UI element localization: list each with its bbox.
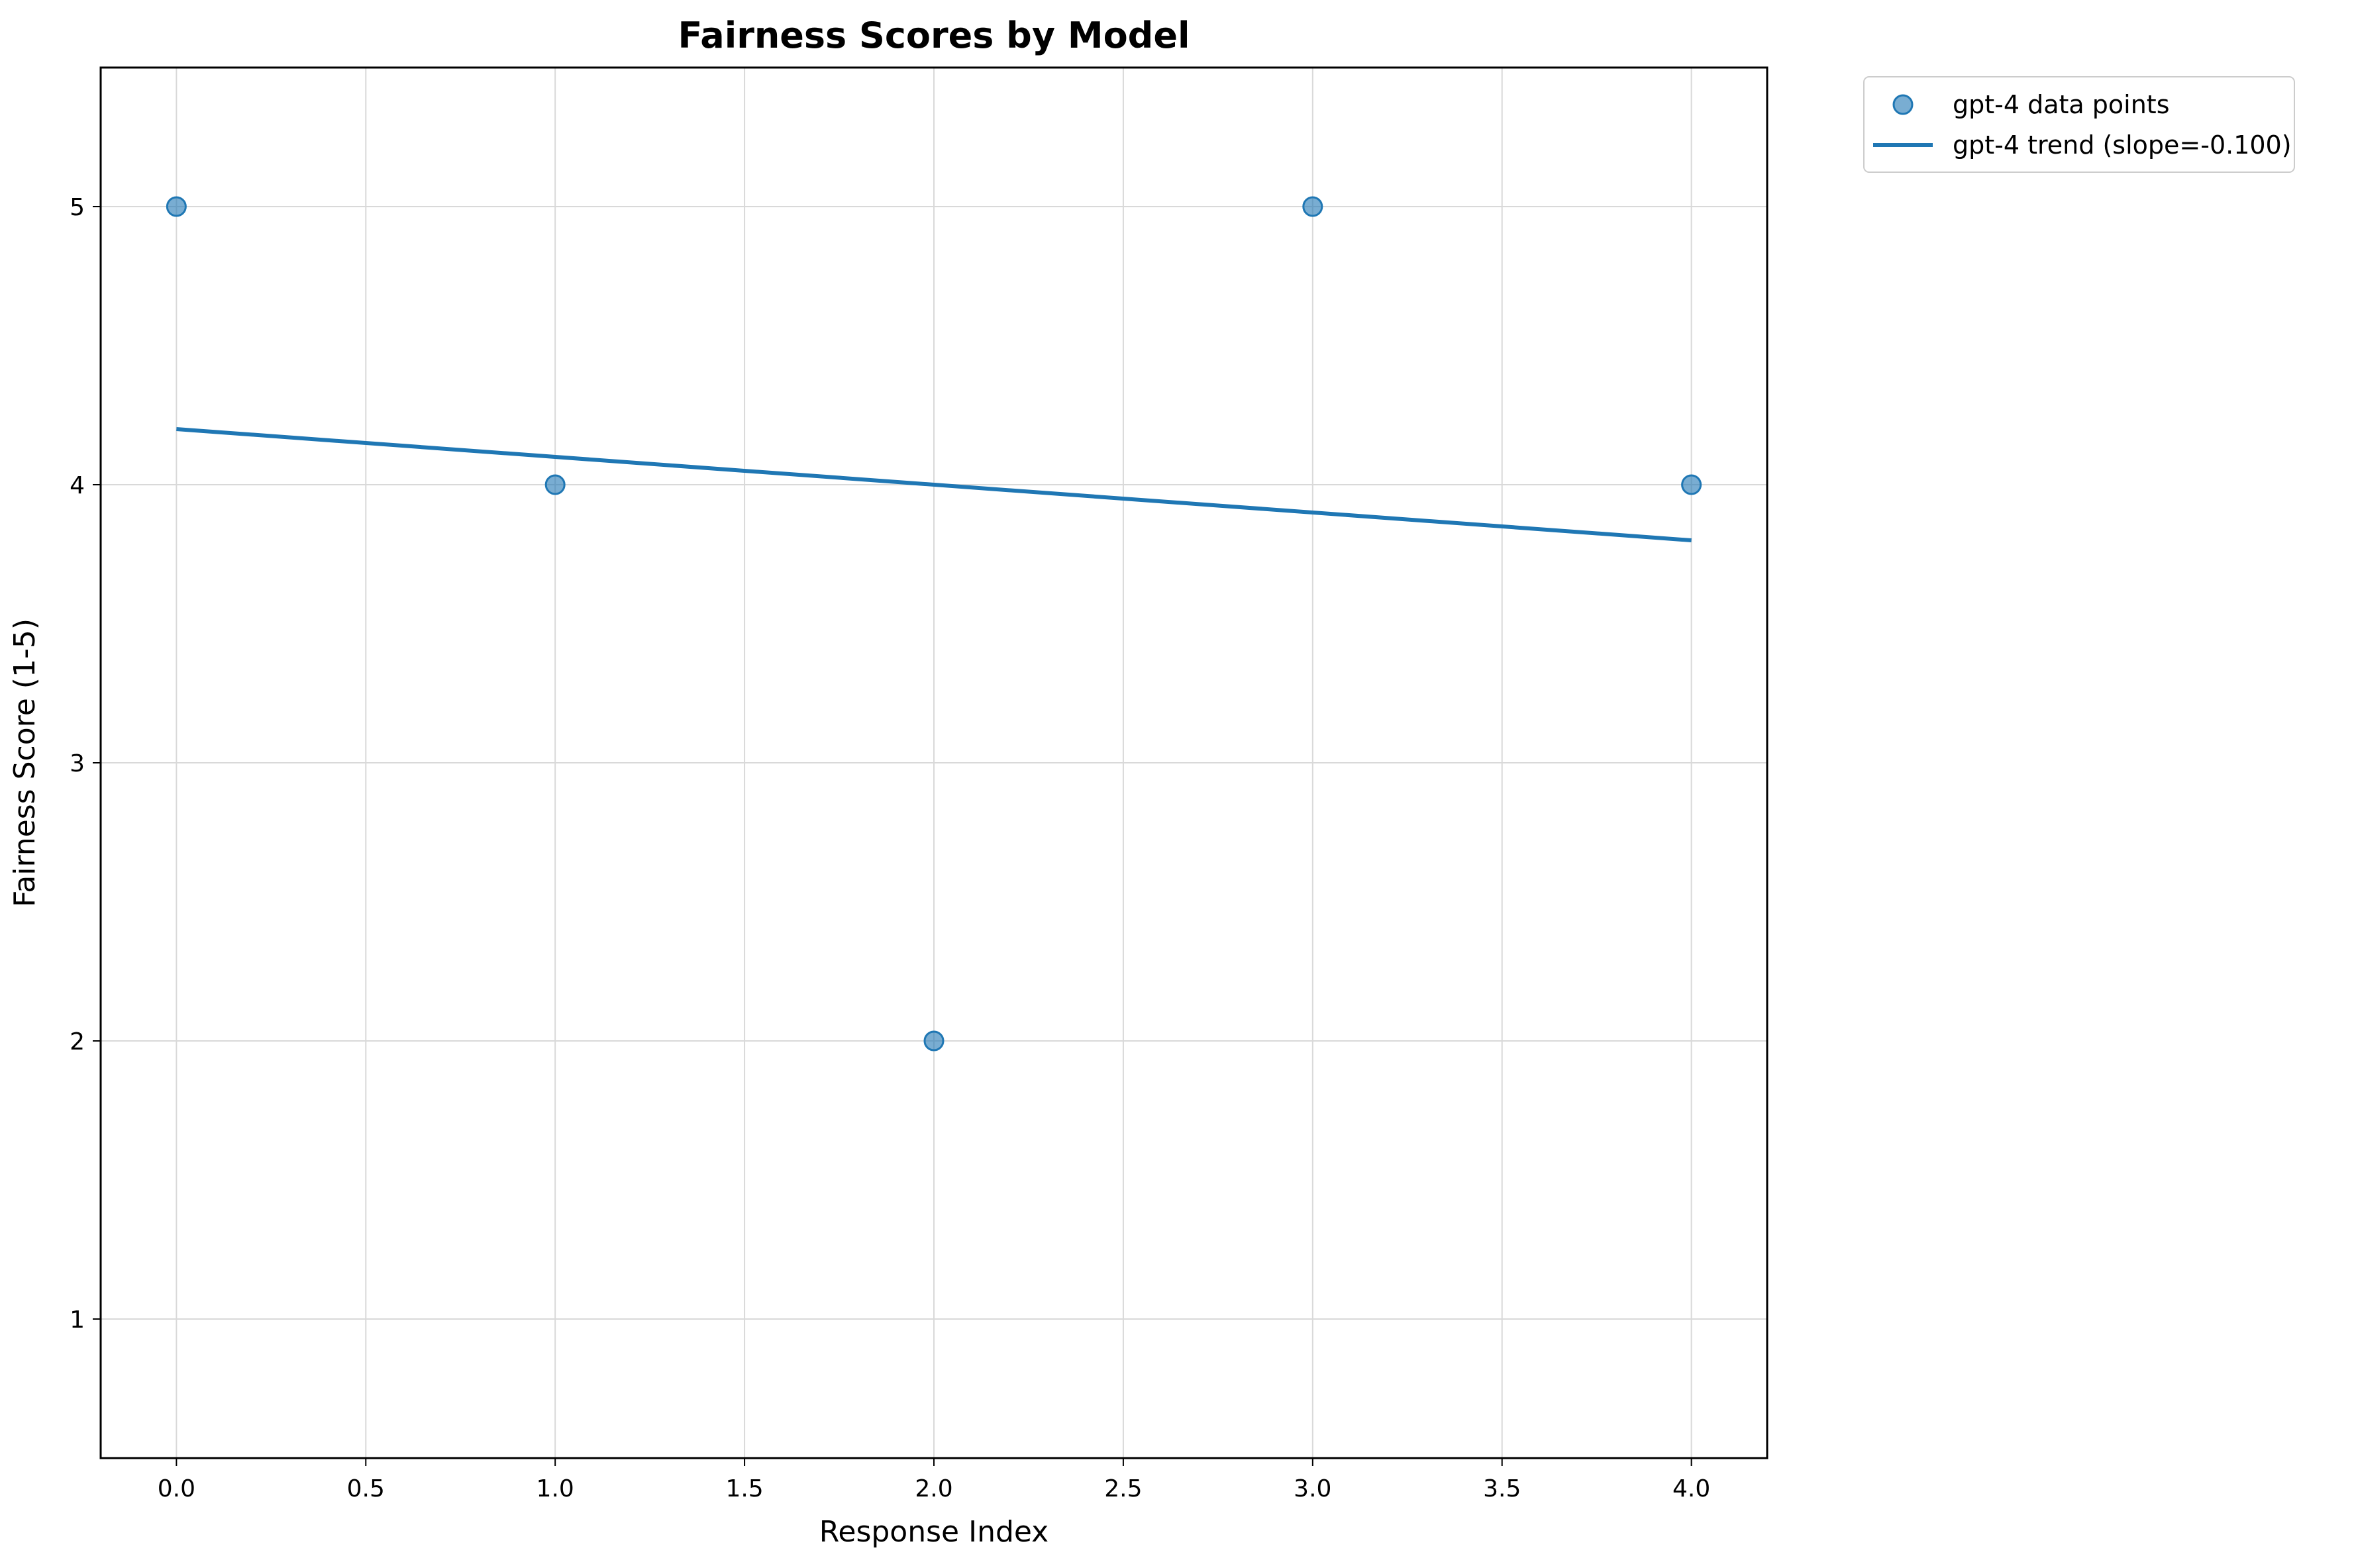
y-axis-title: Fairness Score (1-5) — [8, 618, 42, 907]
x-axis-title: Response Index — [819, 1515, 1049, 1549]
plot-series — [166, 196, 1702, 1052]
legend: gpt-4 data points gpt-4 trend (slope=-0.… — [1863, 76, 2295, 173]
x-tick-label: 2.0 — [915, 1475, 952, 1502]
data-point — [166, 196, 187, 217]
y-tick-label: 5 — [70, 194, 85, 221]
x-tick-label: 0.5 — [347, 1475, 385, 1502]
chart-title: Fairness Scores by Model — [678, 15, 1190, 56]
x-tick-label: 3.5 — [1483, 1475, 1521, 1502]
legend-label-data-points: gpt-4 data points — [1953, 90, 2170, 119]
data-point — [923, 1030, 945, 1052]
y-tick-label: 1 — [70, 1306, 85, 1334]
data-point — [1681, 474, 1702, 495]
legend-box — [1863, 76, 2295, 173]
x-tick-label: 0.0 — [158, 1475, 195, 1502]
legend-marker-scatter — [1892, 94, 1914, 115]
data-point — [544, 474, 566, 495]
y-tick-label: 4 — [70, 472, 85, 499]
x-tick-label: 3.0 — [1294, 1475, 1331, 1502]
axis-ticks: 0.0 0.5 1.0 1.5 2.0 2.5 3.0 3.5 4.0 1 2 3 4 5 — [70, 194, 1710, 1502]
data-point — [1302, 196, 1323, 217]
x-tick-label: 1.5 — [725, 1475, 763, 1502]
legend-label-trend: gpt-4 trend (slope=-0.100) — [1953, 130, 2292, 160]
y-tick-label: 2 — [70, 1028, 85, 1055]
plot-frame — [99, 66, 1768, 1459]
x-tick-label: 4.0 — [1672, 1475, 1710, 1502]
trend-line — [176, 427, 1692, 542]
x-tick-label: 1.0 — [537, 1475, 574, 1502]
x-tick-label: 2.5 — [1104, 1475, 1142, 1502]
y-tick-label: 3 — [70, 750, 85, 777]
